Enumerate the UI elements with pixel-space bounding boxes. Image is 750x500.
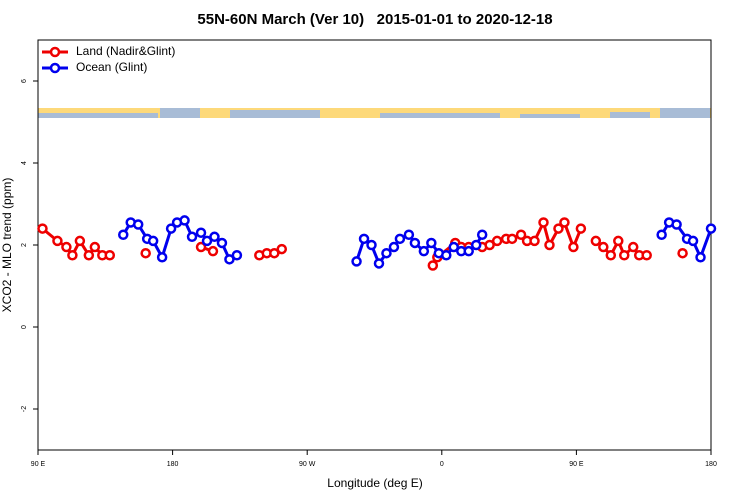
data-point [705,223,717,234]
data-point [195,227,207,238]
data-point [656,229,667,240]
data-point [441,250,452,261]
data-point [605,250,617,261]
legend-label: Land (Nadir&Glint) [76,44,175,58]
data-point [627,241,639,253]
x-tick-label: 90 W [299,461,316,468]
data-point [83,250,95,261]
data-point [147,235,159,247]
data-point [67,250,78,261]
data-point [403,229,415,240]
data-point [74,235,86,247]
data-point [619,250,630,261]
data-point [269,247,280,259]
data-point [538,217,549,228]
data-point [470,239,482,251]
data-point [491,235,503,247]
data-point [418,245,430,257]
data-point [568,241,579,253]
legend-marker [49,46,61,58]
data-point [117,229,129,240]
data-point [358,233,370,245]
data-point [37,223,48,234]
data-point [140,247,151,259]
data-point [373,258,385,269]
x-axis-label: Longitude (deg E) [327,476,422,490]
data-point [381,247,392,259]
data-point [186,231,198,243]
data-point [201,235,213,247]
data-point [207,245,219,257]
y-tick-label: -2 [21,406,28,412]
data-point [559,217,570,228]
legend-label: Ocean (Glint) [76,60,147,74]
data-point [104,250,116,261]
data-point [544,239,555,251]
data-point [132,219,144,230]
data-point [388,241,400,253]
x-tick-label: 180 [167,461,179,468]
data-point [671,219,682,230]
data-point [677,247,688,259]
data-point [231,250,243,261]
y-tick-label: 2 [21,243,28,247]
x-tick-label: 90 E [31,461,46,468]
y-axis-label: XCO2 - MLO trend (ppm) [0,178,14,313]
data-point [448,241,460,253]
data-point [276,243,288,255]
data-point [366,239,377,251]
data-point [695,252,706,263]
chart-title: 55N-60N March (Ver 10) 2015-01-01 to 202… [197,11,552,28]
data-point [575,223,587,234]
y-tick-label: 0 [21,325,28,329]
x-tick-label: 180 [705,461,717,468]
data-point [427,260,439,271]
legend: Land (Nadir&Glint) Ocean (Glint) [42,44,175,74]
data-point [426,237,437,249]
data-point [529,235,540,247]
data-point [476,229,488,240]
legend-marker [49,62,61,74]
data-point [89,241,101,253]
data-point [409,237,421,249]
data-point [165,223,177,234]
y-tick-label: 6 [21,79,28,83]
data-point [195,241,207,253]
map-strip [38,108,711,118]
data-point [553,223,564,234]
data-point [598,241,609,253]
data-point [515,229,527,240]
data-point [463,245,474,257]
data-point [394,233,406,245]
data-point [209,231,220,243]
data-point [613,235,624,247]
data-point [61,241,72,253]
data-point [506,233,518,245]
data-point [484,239,495,251]
data-point [590,235,602,247]
y-tick-label: 4 [21,161,28,165]
x-tick-label: 0 [440,461,444,468]
data-point [641,250,652,261]
data-point [52,235,63,247]
data-point [156,252,168,263]
data-point [179,215,190,226]
x-tick-label: 90 E [569,461,584,468]
data-point [351,256,362,267]
data-point [224,254,235,265]
data-point [687,235,699,247]
data-point [216,237,228,249]
